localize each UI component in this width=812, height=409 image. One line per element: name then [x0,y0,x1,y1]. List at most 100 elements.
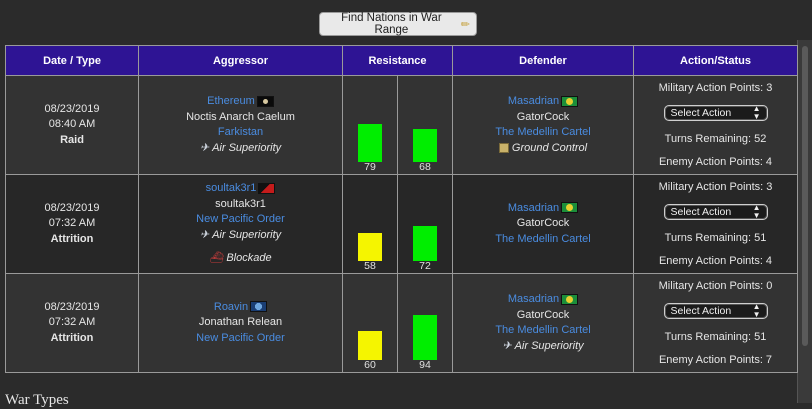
pencil-icon: ✏ [460,18,470,31]
aggressor-nation-link[interactable]: Ethereum [207,95,255,107]
airplane-icon: ✈ [502,339,512,352]
war-type: Attrition [50,232,94,245]
war-time: 07:32 AM [48,217,96,230]
flag-icon [561,95,579,107]
flag-icon [256,95,274,107]
defender-leader: GatorCock [516,110,570,123]
aggressor-resistance-bar [358,331,382,360]
select-action-label: Select Action [670,107,732,120]
war-date: 08/23/2019 [44,300,100,313]
table-header-row: Date / Type Aggressor Resistance Defende… [5,45,798,76]
chevron-updown-icon: ▲ ▼ [752,104,761,122]
airplane-icon: ✈ [199,141,210,154]
defender-leader: GatorCock [516,217,570,230]
defender-resistance-value: 94 [419,359,431,371]
military-action-points: Military Action Points: 0 [658,280,773,292]
aggressor-resistance-bar [358,124,382,162]
defender-alliance-link[interactable]: The Medellin Cartel [495,232,591,245]
aggressor-control-blockade: Blockade [226,252,272,265]
enemy-action-points: Enemy Action Points: 4 [658,155,773,168]
date-type-cell: 08/23/2019 07:32 AM Attrition [5,273,139,373]
column-header-resistance: Resistance [342,45,453,76]
scrollbar-thumb[interactable] [802,46,808,346]
find-nations-in-war-range-button[interactable]: Find Nations in War Range ✏ [319,12,477,36]
flag-icon [258,182,276,194]
select-action-label: Select Action [670,206,732,219]
military-action-points: Military Action Points: 3 [658,181,773,193]
ship-icon: ⛴ [209,252,224,265]
war-date: 08/23/2019 [44,102,100,115]
war-time: 08:40 AM [48,118,96,131]
aggressor-control: Air Superiority [212,228,282,241]
aggressor-resistance-cell: 60 [342,273,398,373]
defender-cell: Masadrian GatorCock The Medellin Cartel … [452,273,634,373]
aggressor-alliance-link[interactable]: Farkistan [217,126,264,138]
defender-nation-link[interactable]: Masadrian [507,201,560,214]
defender-resistance-bar [413,226,437,261]
aggressor-resistance-value: 60 [364,359,376,371]
select-action-dropdown[interactable]: Select Action ▲ ▼ [663,303,768,320]
turns-remaining: Turns Remaining: 52 [664,132,767,145]
airplane-icon: ✈ [199,228,210,241]
action-status-cell: Military Action Points: 0 Select Action ▲… [633,273,798,373]
defender-cell: Masadrian GatorCock The Medellin Cartel … [452,75,634,175]
aggressor-control: Air Superiority [212,141,282,154]
enemy-action-points: Enemy Action Points: 4 [658,254,773,267]
aggressor-cell: soultak3r1 soultak3r1 New Pacific Order … [138,174,343,274]
vertical-scrollbar[interactable] [797,40,812,403]
defender-resistance-value: 72 [419,260,431,272]
defender-control: Air Superiority [514,339,584,352]
select-action-dropdown[interactable]: Select Action ▲ ▼ [663,203,768,221]
aggressor-nation-link[interactable]: Roavin [213,300,249,313]
war-time: 07:32 AM [48,316,96,329]
defender-control: Ground Control [511,141,588,154]
defender-resistance-bar [413,315,437,360]
defender-alliance-link[interactable]: The Medellin Cartel [495,324,591,336]
aggressor-leader: Noctis Anarch Caelum [186,110,295,123]
war-row: 08/23/2019 07:32 AM Attrition soultak3r1… [5,174,798,274]
action-status-cell: Military Action Points: 3 Select Action ▲… [633,75,798,175]
defender-nation-link[interactable]: Masadrian [507,95,560,107]
action-status-cell: Military Action Points: 3 Select Action ▲… [633,174,798,274]
defender-resistance-cell: 68 [397,75,453,175]
wars-table: Date / Type Aggressor Resistance Defende… [5,45,798,373]
war-type: Raid [60,133,84,146]
aggressor-nation-link[interactable]: soultak3r1 [205,182,257,195]
defender-resistance-value: 68 [419,161,431,173]
defender-nation-link[interactable]: Masadrian [507,293,560,305]
aggressor-resistance-value: 79 [364,161,376,173]
column-header-aggressor: Aggressor [138,45,343,76]
aggressor-resistance-value: 58 [364,260,376,272]
find-nations-label: Find Nations in War Range [341,12,442,36]
chevron-updown-icon: ▲ ▼ [752,203,761,221]
flag-icon [250,301,268,313]
aggressor-cell: Roavin Jonathan Relean New Pacific Order [138,273,343,373]
aggressor-leader: Jonathan Relean [198,316,283,329]
aggressor-resistance-cell: 58 [342,174,398,274]
date-type-cell: 08/23/2019 08:40 AM Raid [5,75,139,175]
aggressor-alliance-link[interactable]: New Pacific Order [196,331,285,344]
aggressor-alliance-link[interactable]: New Pacific Order [196,213,285,226]
ground-control-icon [498,142,509,153]
aggressor-leader: soultak3r1 [215,197,266,210]
turns-remaining: Turns Remaining: 51 [664,231,767,244]
defender-alliance-link[interactable]: The Medellin Cartel [495,126,591,138]
column-header-date-type: Date / Type [5,45,139,76]
war-row: 08/23/2019 08:40 AM Raid Ethereum Noctis… [5,75,798,175]
defender-resistance-bar [413,129,437,162]
defender-resistance-cell: 72 [397,174,453,274]
war-type: Attrition [50,331,94,344]
aggressor-resistance-cell: 79 [342,75,398,175]
column-header-action-status: Action/Status [633,45,798,76]
enemy-action-points: Enemy Action Points: 7 [658,353,773,366]
select-action-label: Select Action [670,305,732,318]
aggressor-resistance-bar [358,233,382,261]
war-date: 08/23/2019 [44,201,100,214]
war-types-heading: War Types [5,392,69,408]
select-action-dropdown[interactable]: Select Action ▲ ▼ [663,104,768,122]
date-type-cell: 08/23/2019 07:32 AM Attrition [5,174,139,274]
column-header-defender: Defender [452,45,634,76]
aggressor-cell: Ethereum Noctis Anarch Caelum Farkistan … [138,75,343,175]
war-row: 08/23/2019 07:32 AM Attrition Roavin Jon… [5,273,798,373]
flag-icon [561,202,579,214]
